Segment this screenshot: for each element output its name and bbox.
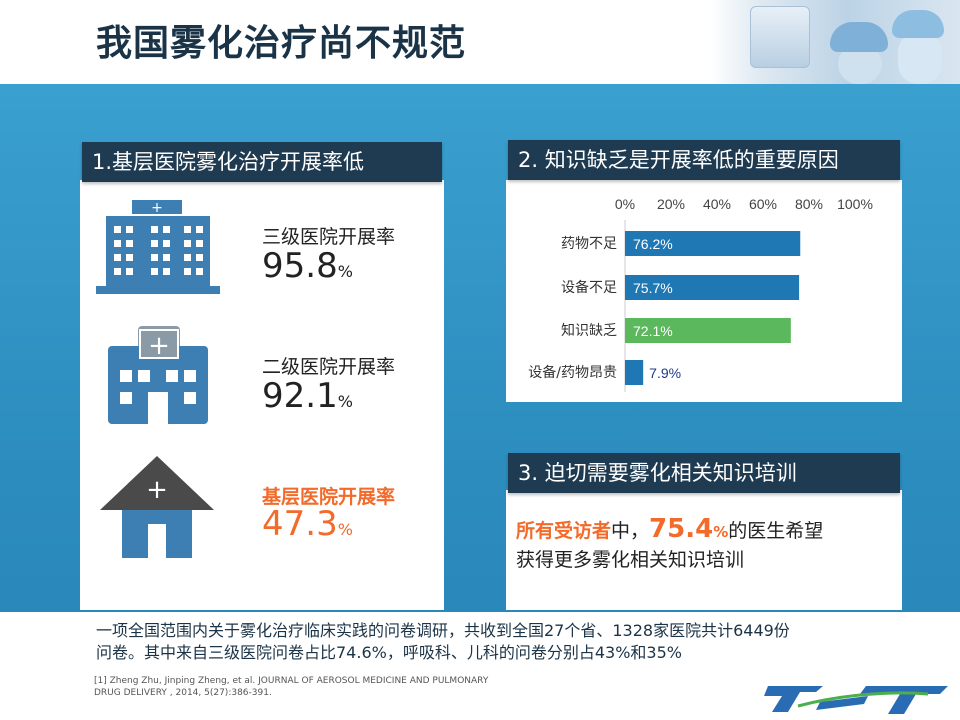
panel2-heading: 2. 知识缺乏是开展率低的重要原因 bbox=[508, 140, 900, 180]
bar bbox=[625, 275, 800, 300]
reference: [1] Zheng Zhu, Jinping Zheng, et al. JOU… bbox=[94, 675, 574, 699]
note-line2: 获得更多雾化相关知识培训 bbox=[516, 549, 745, 571]
bar-chart: 0% 20% 40% 60% 80% 100% 药物不足 76.2% 设备不足 75.7% 知识缺乏… bbox=[528, 196, 873, 392]
note-value: 75.4 bbox=[649, 514, 714, 544]
stat-label-tertiary: 三级医院开展率 bbox=[262, 226, 396, 248]
bar bbox=[625, 231, 801, 256]
tick-label: 80% bbox=[795, 196, 823, 212]
note-unit: % bbox=[713, 523, 729, 541]
surgical-lamp bbox=[750, 6, 810, 68]
svg-text:+: + bbox=[146, 475, 168, 505]
category-label: 设备/药物昂贵 bbox=[528, 364, 617, 381]
bar bbox=[625, 318, 791, 343]
data-label: 72.1% bbox=[633, 323, 673, 339]
data-label: 75.7% bbox=[633, 280, 673, 296]
hospital-icon: + bbox=[108, 326, 208, 424]
svg-text:+: + bbox=[151, 200, 163, 216]
category-label: 药物不足 bbox=[561, 236, 617, 252]
category-label: 知识缺乏 bbox=[561, 322, 617, 339]
data-label: 7.9% bbox=[649, 365, 681, 381]
tick-label: 60% bbox=[749, 196, 777, 212]
panel3-heading: 3. 迫切需要雾化相关知识培训 bbox=[508, 453, 900, 493]
tick-label: 0% bbox=[615, 196, 635, 212]
header: 我国雾化治疗尚不规范 bbox=[0, 0, 960, 84]
stat-value-tertiary: 95.8% bbox=[262, 246, 353, 286]
page-title: 我国雾化治疗尚不规范 bbox=[96, 23, 467, 64]
stat-value-primary: 47.3% bbox=[262, 504, 353, 544]
data-label: 76.2% bbox=[633, 236, 673, 252]
survey-summary: 一项全国范围内关于雾化治疗临床实践的问卷调研，共收到全国27个省、1328家医院… bbox=[96, 620, 926, 664]
note-mid: 中， bbox=[611, 520, 650, 542]
reference-line1: [1] Zheng Zhu, Jinping Zheng, et al. JOU… bbox=[94, 676, 489, 686]
category-label: 设备不足 bbox=[561, 279, 617, 296]
bar bbox=[625, 360, 644, 385]
surgeon-figure bbox=[898, 32, 942, 84]
surgeon-cap bbox=[830, 22, 888, 52]
jst-logo bbox=[728, 676, 960, 720]
summary-line1: 一项全国范围内关于雾化治疗临床实践的问卷调研，共收到全国27个省、1328家医院… bbox=[96, 621, 790, 640]
stat-value-secondary: 92.1% bbox=[262, 376, 353, 416]
stat-label-primary: 基层医院开展率 bbox=[262, 486, 396, 508]
panel-training bbox=[506, 490, 902, 610]
tick-label: 40% bbox=[703, 196, 731, 212]
panel1-heading: 1.基层医院雾化治疗开展率低 bbox=[82, 142, 442, 182]
note-suffix: 的医生希望 bbox=[728, 520, 824, 542]
summary-line2: 问卷。其中来自三级医院问卷占比74.6%，呼吸科、儿科的问卷分别占43%和35% bbox=[96, 643, 682, 662]
training-note: 所有受访者中，75.4%的医生希望 获得更多雾化相关知识培训 bbox=[516, 515, 886, 574]
tick-label: 20% bbox=[657, 196, 685, 212]
tick-label: 100% bbox=[837, 196, 873, 212]
note-subject: 所有受访者 bbox=[516, 520, 612, 542]
stat-label-secondary: 二级医院开展率 bbox=[262, 356, 396, 378]
svg-text:+: + bbox=[148, 331, 170, 361]
tall-hospital-icon: + bbox=[96, 200, 220, 294]
surgeon-cap bbox=[892, 10, 944, 38]
surgeons-photo bbox=[710, 0, 960, 84]
house-clinic-icon: + bbox=[100, 456, 214, 558]
reference-line2: DRUG DELIVERY , 2014, 5(27):386-391. bbox=[94, 688, 272, 698]
